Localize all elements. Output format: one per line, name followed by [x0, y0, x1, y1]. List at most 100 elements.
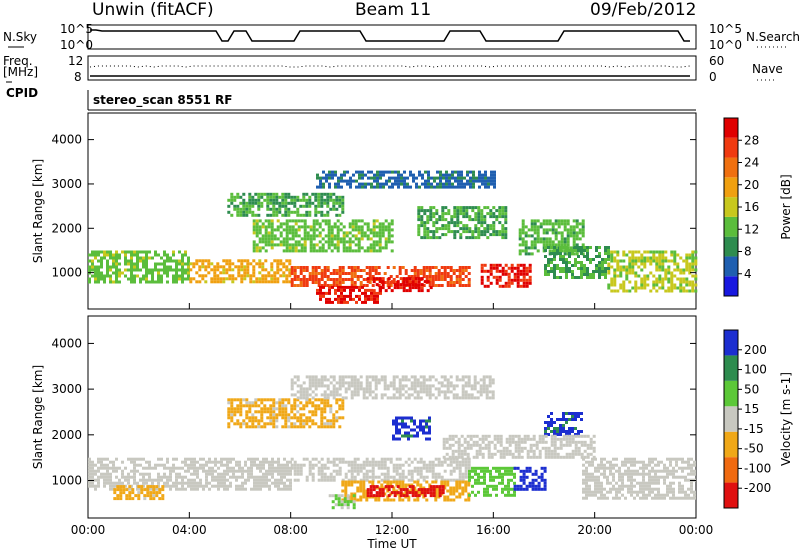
data-cell: [395, 419, 398, 423]
data-cell: [624, 469, 627, 473]
data-cell: [529, 449, 533, 453]
data-cell: [498, 212, 502, 216]
data-cell: [575, 225, 579, 229]
data-cell: [454, 170, 457, 174]
data-cell: [260, 416, 264, 420]
data-cell: [490, 173, 493, 177]
data-cell: [507, 272, 511, 276]
data-cell: [386, 483, 390, 487]
data-cell: [434, 387, 438, 391]
data-cell: [477, 230, 481, 234]
data-cell: [619, 283, 623, 287]
data-cell: [260, 425, 264, 429]
data-cell: [553, 270, 556, 273]
data-cell: [273, 274, 277, 278]
data-cell: [387, 494, 391, 498]
data-cell: [175, 457, 178, 461]
data-cell: [127, 250, 130, 254]
data-cell: [311, 413, 315, 417]
data-cell: [505, 449, 509, 453]
data-cell: [413, 480, 417, 484]
data-cell: [437, 393, 441, 397]
data-cell: [359, 483, 363, 487]
data-cell: [327, 225, 331, 229]
data-cell: [390, 219, 394, 223]
data-cell: [283, 463, 286, 467]
data-cell: [324, 219, 328, 223]
data-cell: [594, 457, 597, 461]
data-cell: [272, 207, 276, 211]
data-cell: [338, 457, 342, 461]
data-cell: [490, 176, 493, 180]
data-cell: [622, 259, 626, 263]
data-cell: [377, 460, 381, 464]
data-cell: [610, 253, 614, 257]
data-cell: [211, 472, 214, 476]
data-cell: [172, 274, 175, 278]
data-cell: [273, 277, 277, 281]
data-cell: [495, 469, 498, 473]
data-cell: [649, 271, 653, 275]
data-cell: [574, 440, 578, 444]
data-cell: [434, 284, 438, 287]
data-cell: [553, 427, 556, 430]
data-cell: [577, 452, 581, 456]
data-cell: [538, 452, 542, 456]
data-cell: [124, 253, 127, 257]
data-cell: [341, 460, 345, 464]
data-cell: [252, 219, 256, 223]
data-cell: [481, 434, 485, 438]
data-cell: [359, 284, 363, 287]
data-cell: [426, 221, 430, 225]
data-cell: [106, 253, 109, 257]
data-cell: [433, 185, 436, 189]
data-cell: [299, 419, 303, 423]
data-cell: [350, 466, 354, 470]
nsearch-label: N.Search: [746, 30, 800, 44]
data-cell: [362, 396, 366, 400]
data-cell: [236, 195, 240, 199]
data-cell: [574, 452, 578, 456]
data-cell: [247, 466, 250, 470]
data-cell: [142, 478, 145, 482]
data-cell: [312, 246, 316, 250]
data-cell: [442, 440, 446, 444]
data-cell: [299, 393, 303, 397]
data-cell: [489, 475, 492, 479]
data-cell: [118, 256, 121, 260]
data-cell: [485, 387, 489, 391]
data-cell: [245, 398, 249, 402]
data-cell: [420, 224, 424, 228]
data-cell: [411, 488, 415, 492]
data-cell: [184, 457, 187, 461]
data-cell: [413, 486, 417, 490]
data-cell: [407, 437, 410, 441]
data-cell: [466, 434, 470, 438]
data-cell: [583, 440, 587, 444]
data-cell: [247, 472, 250, 476]
data-cell: [417, 218, 421, 222]
data-cell: [299, 278, 303, 281]
data-cell: [361, 291, 364, 295]
data-cell: [477, 212, 481, 216]
data-cell: [461, 486, 465, 490]
data-cell: [392, 469, 396, 473]
data-cell: [342, 234, 346, 238]
data-cell: [112, 481, 115, 485]
data-cell: [586, 249, 589, 252]
data-cell: [642, 478, 645, 482]
data-cell: [272, 210, 276, 214]
data-cell: [540, 475, 544, 479]
data-cell: [317, 469, 321, 473]
data-cell: [345, 234, 349, 238]
data-cell: [467, 498, 471, 502]
data-cell: [525, 278, 529, 282]
data-cell: [634, 286, 638, 290]
data-cell: [353, 478, 357, 482]
data-cell: [383, 384, 387, 388]
data-cell: [235, 475, 238, 479]
data-cell: [293, 195, 297, 199]
data-cell: [211, 466, 214, 470]
data-cell: [303, 225, 307, 229]
data-cell: [442, 176, 445, 180]
